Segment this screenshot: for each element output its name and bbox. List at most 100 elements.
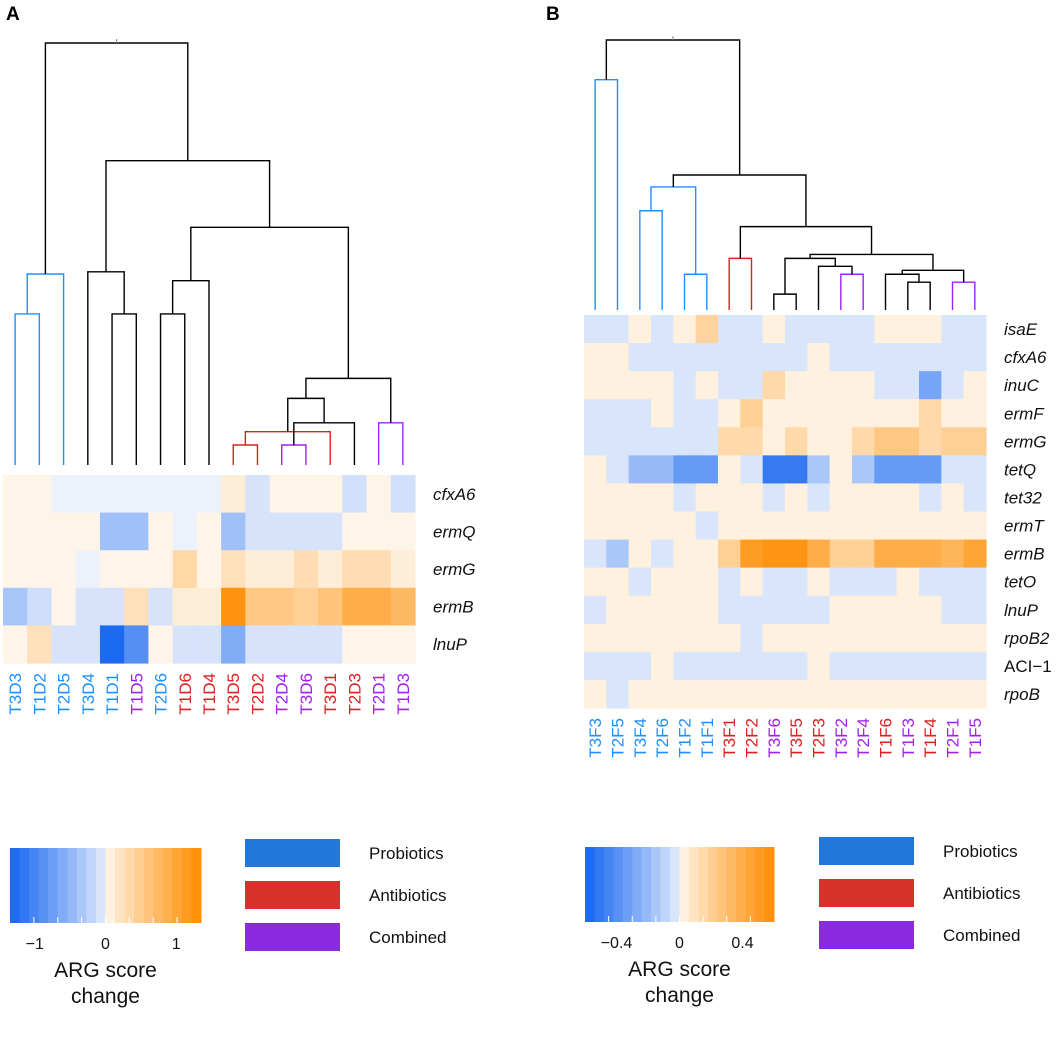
heatmap-cell <box>941 651 965 681</box>
heatmap-cell <box>3 587 28 626</box>
sample-label: T1F2 <box>676 718 695 758</box>
heatmap-cell <box>874 427 898 456</box>
heatmap-cell <box>829 595 853 625</box>
heatmap-cell <box>27 512 53 551</box>
heatmap-cell <box>99 587 125 626</box>
gene-label-lnup: lnuP <box>1004 601 1039 620</box>
colorbar-title-line2: change <box>71 985 140 1008</box>
colorbar-step <box>641 847 652 922</box>
colorbar-step <box>679 847 690 922</box>
heatmap-cell <box>896 539 920 569</box>
heatmap-cell <box>673 679 697 709</box>
heatmap-cell <box>829 567 853 597</box>
gene-label-teto: tetO <box>1004 573 1036 592</box>
heatmap-cell <box>963 343 987 372</box>
heatmap-cell <box>366 475 392 514</box>
heatmap-cell <box>852 315 875 344</box>
heatmap-cell <box>829 399 853 428</box>
heatmap-cell <box>807 483 831 513</box>
sample-label: T2D2 <box>248 673 267 715</box>
dendrogram-branch <box>784 257 836 295</box>
colorbar-step <box>95 848 106 923</box>
heatmap-cell <box>874 539 898 569</box>
heatmap-cell <box>807 679 831 709</box>
heatmap-cell <box>318 550 343 589</box>
colorbar-step <box>48 848 59 923</box>
heatmap-cell <box>245 587 271 626</box>
heatmap-cell <box>628 399 652 428</box>
heatmap-cell <box>896 483 920 513</box>
dendrogram-branch <box>281 444 307 465</box>
heatmap-cell <box>896 371 920 400</box>
heatmap-cell <box>3 512 28 551</box>
sample-label: T1D5 <box>127 673 146 715</box>
heatmap-cell <box>673 455 697 485</box>
heatmap-cell <box>584 427 607 456</box>
dendrogram-branch <box>809 253 934 271</box>
heatmap-cell <box>606 343 630 372</box>
heatmap-cell <box>740 511 764 541</box>
heatmap-cell <box>807 455 831 485</box>
legend-swatch-probiotics <box>819 837 914 865</box>
heatmap-cell <box>366 550 392 589</box>
heatmap-cell <box>293 550 319 589</box>
heatmap-cell <box>584 483 607 513</box>
dendrogram-branch <box>683 273 708 310</box>
heatmap-cell <box>606 371 630 400</box>
heatmap-cell <box>963 371 987 400</box>
heatmap-cell <box>874 343 898 372</box>
heatmap-cell <box>293 587 319 626</box>
heatmap-cell <box>852 651 875 681</box>
heatmap-cell <box>651 455 674 485</box>
heatmap-cell <box>941 483 965 513</box>
colorbar-step <box>764 847 775 922</box>
sample-label: T1F6 <box>877 718 896 758</box>
heatmap-cell <box>51 512 77 551</box>
heatmap-cell <box>874 651 898 681</box>
dendrogram-branch <box>105 160 271 272</box>
heatmap-cell <box>963 455 987 485</box>
heatmap-cell <box>148 625 174 664</box>
dendrogram-branch <box>739 225 873 259</box>
heatmap-cell <box>896 623 920 653</box>
heatmap-cell <box>941 567 965 597</box>
heatmap-cell <box>695 399 719 428</box>
heatmap-cell <box>148 512 174 551</box>
heatmap-cell <box>896 427 920 456</box>
heatmap-cell <box>718 623 741 653</box>
heatmap-cell <box>762 595 786 625</box>
sample-label: T2F4 <box>854 718 873 758</box>
sample-label: T1D1 <box>103 673 122 715</box>
sample-label: T3F4 <box>631 718 650 758</box>
dendrogram-branch <box>26 273 65 465</box>
heatmap-cell <box>628 315 652 344</box>
heatmap-cell <box>172 625 198 664</box>
heatmap-cell <box>919 315 942 344</box>
heatmap-cell <box>807 511 831 541</box>
colorbar-step <box>115 848 126 923</box>
colorbar-title-line1: ARG score <box>54 959 157 982</box>
heatmap-cell <box>785 343 808 372</box>
gene-label-isae: isaE <box>1004 320 1038 339</box>
heatmap-cell <box>718 595 741 625</box>
heatmap-cell <box>718 371 741 400</box>
heatmap-cell <box>99 625 125 664</box>
heatmap-cell <box>874 595 898 625</box>
heatmap-cell <box>584 679 607 709</box>
heatmap-cell <box>963 511 987 541</box>
heatmap-cell <box>874 371 898 400</box>
heatmap-cell <box>829 371 853 400</box>
heatmap-cell <box>762 567 786 597</box>
heatmap-cell <box>390 550 416 589</box>
dendrogram-branch <box>190 226 350 379</box>
heatmap-cell <box>718 679 741 709</box>
colorbar-step <box>134 848 145 923</box>
heatmap-cell <box>628 651 652 681</box>
heatmap-cell <box>269 512 295 551</box>
heatmap-cell <box>874 455 898 485</box>
dendrogram-branch <box>377 422 404 465</box>
heatmap-cell <box>221 512 246 551</box>
heatmap-cell <box>673 483 697 513</box>
heatmap-cell <box>27 475 53 514</box>
heatmap-cell <box>342 475 368 514</box>
